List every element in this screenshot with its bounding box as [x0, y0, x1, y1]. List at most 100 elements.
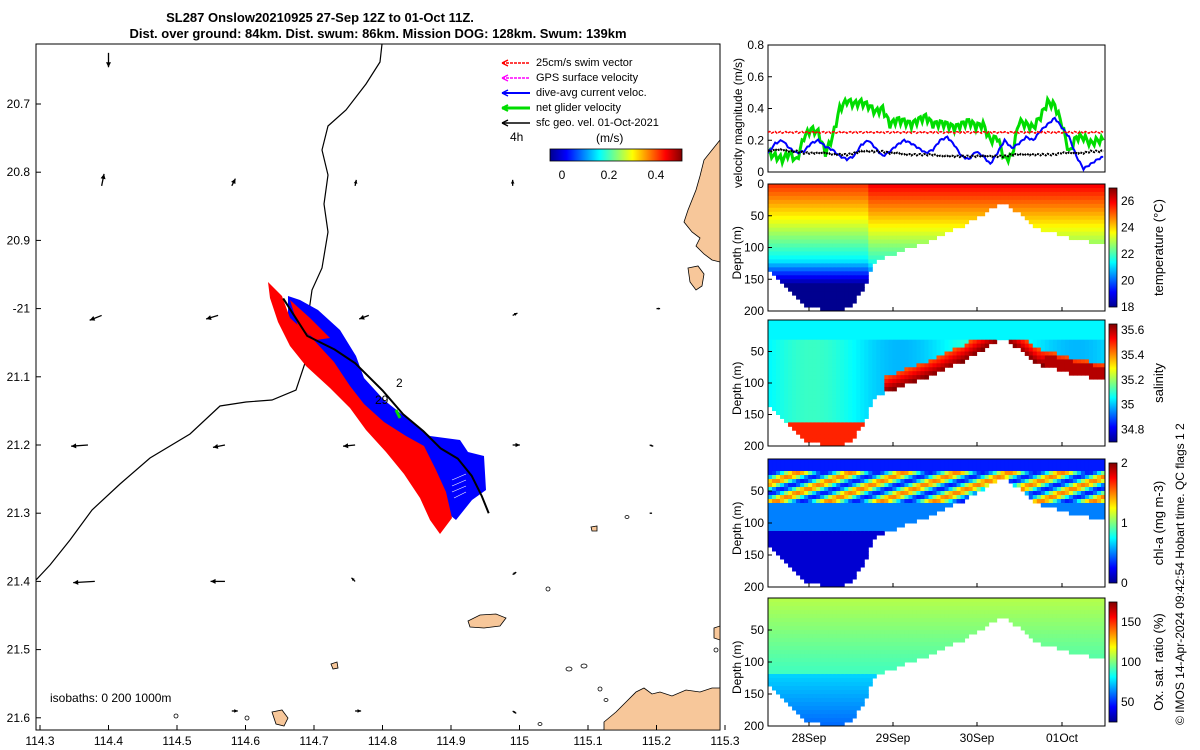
section-cell	[1084, 211, 1090, 217]
section-cell	[884, 459, 889, 464]
geo-velocity-arrow	[512, 710, 517, 714]
section-cell	[844, 515, 849, 520]
section-cell	[1092, 363, 1098, 368]
section-cell	[836, 287, 841, 292]
section-cell	[788, 195, 793, 201]
section-cell	[896, 483, 901, 488]
section-cell	[768, 211, 773, 217]
section-cell	[1096, 187, 1102, 193]
section-cell	[996, 335, 1002, 341]
section-cell	[812, 471, 817, 476]
section-cell	[1028, 471, 1034, 476]
section-cell	[1076, 347, 1082, 352]
section-cell	[784, 598, 789, 603]
section-cell	[768, 463, 773, 468]
section-cell	[868, 187, 873, 193]
section-cell	[936, 323, 942, 329]
section-cell	[772, 499, 777, 504]
section-cell	[788, 271, 793, 276]
section-cell	[860, 223, 865, 229]
section-cell	[872, 351, 877, 356]
section-cell	[820, 430, 825, 435]
section-cell	[1092, 343, 1098, 349]
section-cell	[844, 434, 849, 439]
section-cell	[796, 666, 801, 671]
section-cell	[852, 406, 857, 412]
section-cell	[1060, 459, 1066, 464]
section-cell	[1036, 359, 1042, 364]
section-cell	[816, 418, 821, 423]
section-cell	[812, 706, 817, 711]
section-cell	[832, 307, 837, 312]
section-cell	[928, 351, 933, 356]
section-cell	[916, 459, 921, 464]
section-cell	[784, 259, 789, 264]
section-cell	[864, 335, 869, 341]
section-cell	[792, 414, 797, 419]
section-cell	[924, 511, 929, 516]
section-cell	[776, 239, 781, 245]
section-cell	[1072, 235, 1078, 241]
island	[330, 661, 339, 670]
section-cell	[780, 410, 785, 415]
section-cell	[888, 495, 893, 500]
section-cell	[796, 706, 801, 711]
section-cell	[828, 511, 833, 516]
section-cell	[1056, 327, 1062, 333]
section-cell	[804, 351, 809, 356]
section-cell	[1036, 331, 1042, 337]
geo-velocity-arrow	[512, 571, 517, 576]
section-cell	[1032, 343, 1038, 349]
section-cell	[956, 463, 962, 468]
section-cell	[804, 355, 809, 360]
section-cell	[996, 323, 1002, 329]
section-cell	[836, 275, 841, 280]
section-cell	[968, 487, 974, 492]
section-cell	[820, 722, 825, 727]
section-cell	[1052, 479, 1058, 484]
section-cell	[992, 187, 998, 193]
section-cell	[900, 199, 905, 205]
section-cell	[916, 511, 921, 516]
section-cell	[864, 219, 869, 225]
section-cell	[848, 390, 853, 396]
section-cell	[788, 642, 793, 647]
section-cell	[896, 507, 901, 512]
section-cell	[996, 184, 1002, 189]
section-cell	[912, 195, 917, 201]
section-cell	[816, 618, 821, 623]
section-cell	[836, 331, 841, 337]
section-cell	[912, 367, 917, 372]
section-cell	[828, 255, 833, 260]
section-cell	[892, 251, 897, 256]
section-cell	[1004, 320, 1010, 325]
section-cell	[800, 698, 805, 703]
section-cell	[796, 459, 801, 464]
section-cell	[848, 199, 853, 205]
section-cell	[824, 394, 829, 400]
section-cell	[836, 263, 841, 268]
section-cell	[876, 211, 881, 217]
section-cell	[840, 291, 845, 296]
section-cell	[868, 347, 873, 352]
section-cell	[1056, 331, 1062, 337]
section-cell	[812, 199, 817, 205]
section-cell	[880, 375, 885, 380]
section-cell	[980, 187, 986, 193]
section-cell	[1032, 211, 1038, 217]
section-cell	[832, 347, 837, 352]
section-cell	[868, 184, 873, 189]
section-cell	[1032, 203, 1038, 209]
section-cell	[832, 555, 837, 560]
section-cell	[800, 390, 805, 396]
section-cell	[900, 335, 905, 341]
section-cell	[812, 187, 817, 193]
section-cell	[788, 323, 793, 329]
section-cell	[1100, 463, 1106, 468]
section-cell	[812, 371, 817, 376]
section-cell	[928, 479, 933, 484]
section-cell	[828, 227, 833, 233]
section-cell	[824, 519, 829, 524]
section-cell	[776, 394, 781, 400]
section-cell	[1088, 375, 1094, 380]
